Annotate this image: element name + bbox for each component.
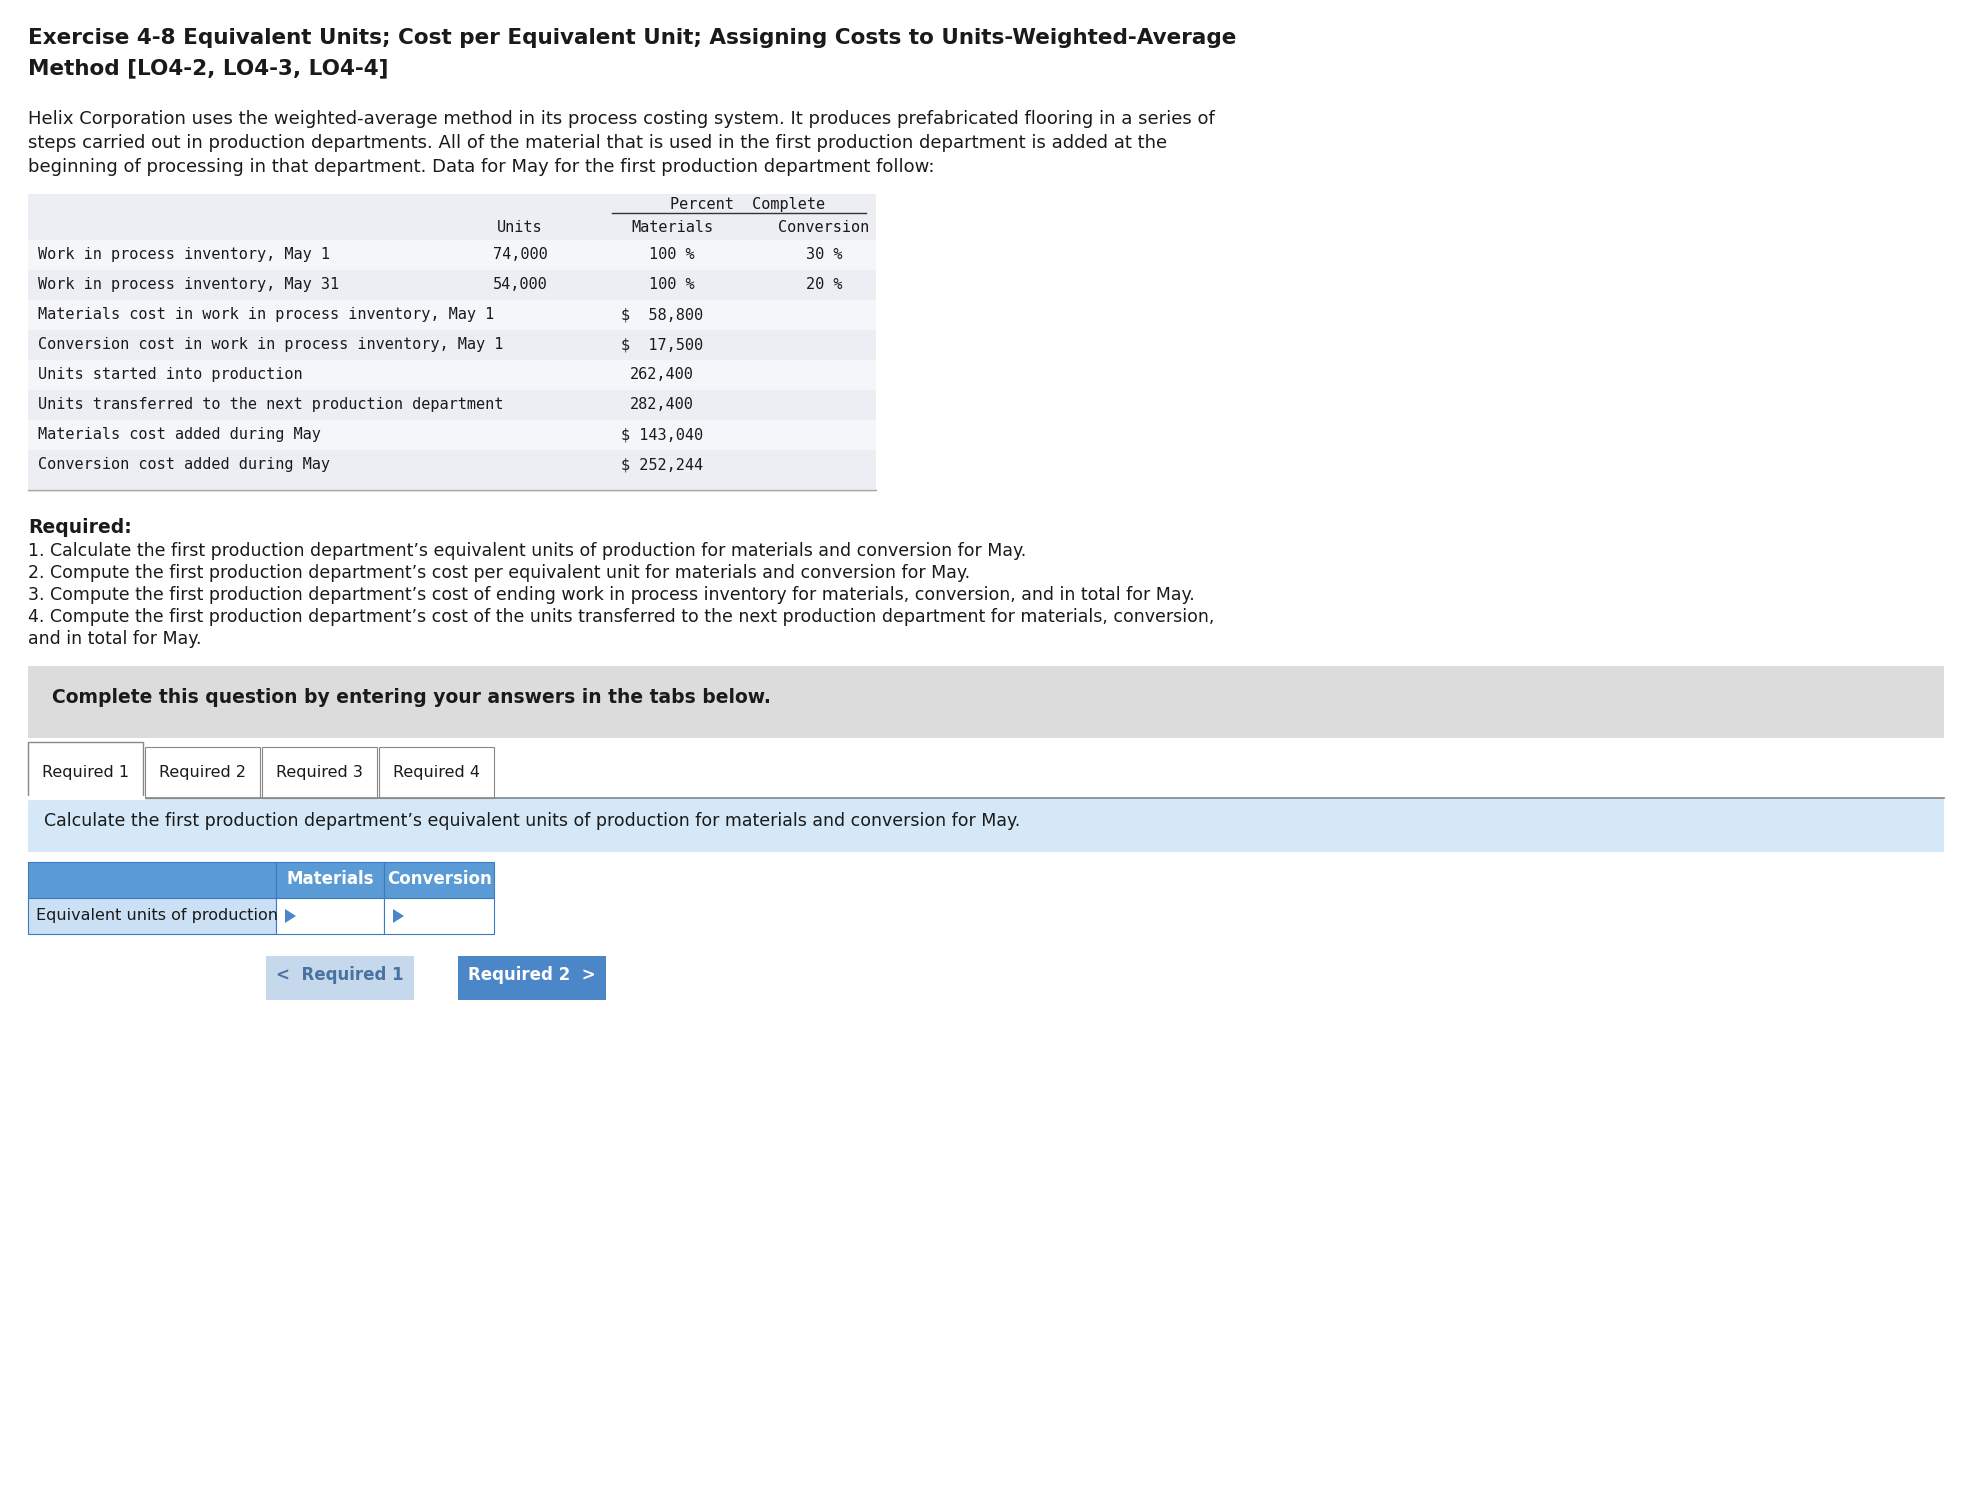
Bar xyxy=(28,300,876,330)
Text: beginning of processing in that department. Data for May for the first productio: beginning of processing in that departme… xyxy=(28,158,935,176)
Bar xyxy=(28,330,876,360)
Bar xyxy=(28,240,876,270)
Bar xyxy=(385,898,495,934)
Bar xyxy=(28,270,876,300)
Bar xyxy=(30,797,142,800)
Text: Required 2  >: Required 2 > xyxy=(467,965,596,985)
Text: Units: Units xyxy=(497,219,542,236)
Bar xyxy=(28,360,876,389)
Text: Conversion cost in work in process inventory, May 1: Conversion cost in work in process inven… xyxy=(37,337,503,352)
Polygon shape xyxy=(392,909,404,924)
Text: Materials: Materials xyxy=(631,219,714,236)
Bar xyxy=(28,421,876,451)
Text: Helix Corporation uses the weighted-average method in its process costing system: Helix Corporation uses the weighted-aver… xyxy=(28,110,1215,128)
Text: $ 252,244: $ 252,244 xyxy=(621,457,704,471)
Text: 54,000: 54,000 xyxy=(493,278,548,292)
Bar xyxy=(276,862,385,898)
Text: Calculate the first production department’s equivalent units of production for m: Calculate the first production departmen… xyxy=(43,812,1020,830)
Text: Conversion: Conversion xyxy=(779,219,870,236)
Bar xyxy=(28,798,1944,852)
Text: Materials: Materials xyxy=(286,870,375,888)
Text: Required 4: Required 4 xyxy=(392,765,479,780)
Text: Conversion cost added during May: Conversion cost added during May xyxy=(37,457,329,471)
Bar xyxy=(28,194,876,216)
Bar xyxy=(28,389,876,421)
Text: <  Required 1: < Required 1 xyxy=(276,965,404,985)
Bar xyxy=(28,742,144,798)
Bar xyxy=(28,862,276,898)
Text: Exercise 4-8 Equivalent Units; Cost per Equivalent Unit; Assigning Costs to Unit: Exercise 4-8 Equivalent Units; Cost per … xyxy=(28,28,1236,48)
Text: Materials cost in work in process inventory, May 1: Materials cost in work in process invent… xyxy=(37,307,495,322)
Bar xyxy=(146,747,260,798)
Text: Units started into production: Units started into production xyxy=(37,367,302,382)
Text: $  17,500: $ 17,500 xyxy=(621,337,704,352)
Bar xyxy=(276,898,385,934)
Bar xyxy=(28,216,876,240)
Text: Materials cost added during May: Materials cost added during May xyxy=(37,427,321,442)
Text: 74,000: 74,000 xyxy=(493,248,548,263)
Bar xyxy=(28,451,876,480)
Polygon shape xyxy=(286,909,296,924)
Text: 20 %: 20 % xyxy=(807,278,842,292)
Text: Work in process inventory, May 31: Work in process inventory, May 31 xyxy=(37,278,339,292)
Text: 2. Compute the first production department’s cost per equivalent unit for materi: 2. Compute the first production departme… xyxy=(28,564,970,582)
Text: 100 %: 100 % xyxy=(649,278,694,292)
Text: $ 143,040: $ 143,040 xyxy=(621,427,704,442)
Text: Required 1: Required 1 xyxy=(41,765,128,780)
Bar xyxy=(28,898,276,934)
Bar xyxy=(28,665,1944,739)
Text: 262,400: 262,400 xyxy=(631,367,694,382)
Text: Work in process inventory, May 1: Work in process inventory, May 1 xyxy=(37,248,329,263)
Text: 282,400: 282,400 xyxy=(631,397,694,412)
Text: steps carried out in production departments. All of the material that is used in: steps carried out in production departme… xyxy=(28,134,1167,152)
Bar xyxy=(458,956,605,1000)
Bar xyxy=(262,747,377,798)
Bar xyxy=(385,862,495,898)
Text: Required 2: Required 2 xyxy=(160,765,246,780)
Text: Conversion: Conversion xyxy=(387,870,491,888)
Text: Percent  Complete: Percent Complete xyxy=(670,197,826,212)
Text: 4. Compute the first production department’s cost of the units transferred to th: 4. Compute the first production departme… xyxy=(28,609,1215,627)
Bar xyxy=(379,747,495,798)
Text: Method [LO4-2, LO4-3, LO4-4]: Method [LO4-2, LO4-3, LO4-4] xyxy=(28,58,388,78)
Text: Units transferred to the next production department: Units transferred to the next production… xyxy=(37,397,503,412)
Text: Complete this question by entering your answers in the tabs below.: Complete this question by entering your … xyxy=(51,688,771,707)
Text: Equivalent units of production: Equivalent units of production xyxy=(35,909,278,924)
Text: Required 3: Required 3 xyxy=(276,765,363,780)
Text: 100 %: 100 % xyxy=(649,248,694,263)
Text: 1. Calculate the first production department’s equivalent units of production fo: 1. Calculate the first production depart… xyxy=(28,542,1025,560)
Text: Required:: Required: xyxy=(28,518,132,537)
Text: 3. Compute the first production department’s cost of ending work in process inve: 3. Compute the first production departme… xyxy=(28,586,1195,604)
Bar xyxy=(266,956,414,1000)
Text: 30 %: 30 % xyxy=(807,248,842,263)
Text: $  58,800: $ 58,800 xyxy=(621,307,704,322)
Bar xyxy=(28,480,876,492)
Text: and in total for May.: and in total for May. xyxy=(28,630,201,648)
